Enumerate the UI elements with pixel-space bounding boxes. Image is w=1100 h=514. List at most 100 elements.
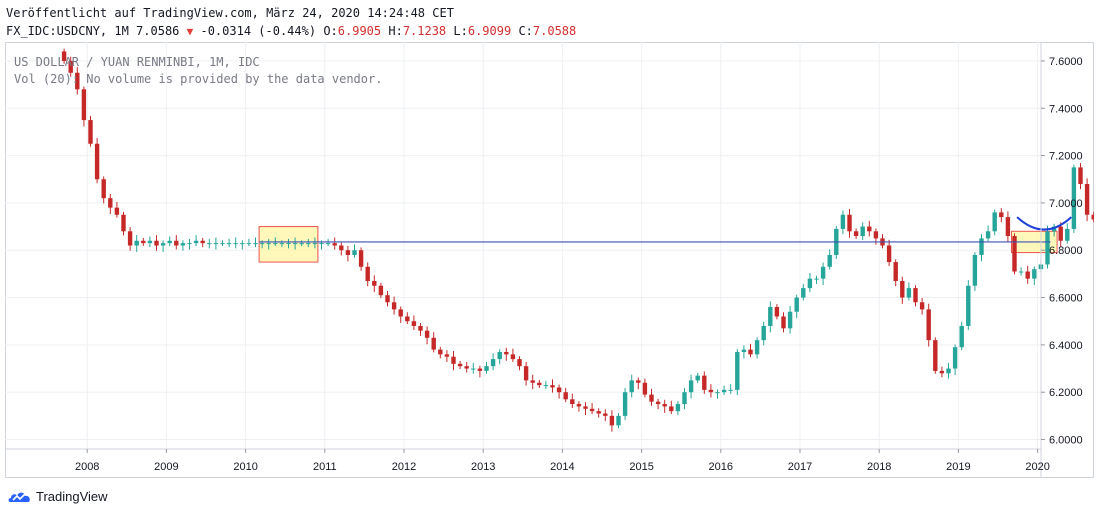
candle[interactable] [1091, 211, 1095, 223]
candle[interactable] [589, 403, 595, 414]
candle[interactable] [985, 225, 991, 242]
candle[interactable] [550, 379, 555, 393]
candle[interactable] [167, 236, 172, 246]
candle[interactable] [490, 353, 496, 371]
candle[interactable] [748, 343, 753, 358]
candle[interactable] [787, 306, 793, 334]
candle[interactable] [807, 272, 813, 293]
candle[interactable] [609, 410, 615, 432]
candle[interactable] [332, 237, 337, 250]
candle[interactable] [81, 86, 87, 127]
candle[interactable] [768, 301, 773, 333]
candle[interactable] [992, 209, 997, 236]
candle[interactable] [471, 362, 476, 374]
candle[interactable] [220, 240, 225, 246]
candle[interactable] [405, 312, 410, 325]
candle[interactable] [61, 48, 67, 64]
candle[interactable] [464, 361, 469, 373]
candle[interactable] [715, 389, 720, 399]
candle[interactable] [504, 347, 509, 361]
candle[interactable] [358, 247, 364, 271]
candle[interactable] [774, 304, 780, 320]
candle[interactable] [147, 236, 153, 248]
candle[interactable] [840, 210, 846, 235]
candle[interactable] [847, 209, 852, 238]
candle[interactable] [444, 350, 450, 362]
candle[interactable] [233, 237, 238, 249]
candle[interactable] [174, 235, 179, 250]
candle[interactable] [193, 235, 199, 246]
candle[interactable] [418, 323, 423, 336]
candle[interactable] [926, 303, 931, 347]
tradingview-brand[interactable]: TradingView [36, 488, 108, 504]
candle[interactable] [68, 56, 73, 77]
candle[interactable] [979, 234, 984, 262]
candle[interactable] [94, 138, 100, 184]
candle[interactable] [688, 374, 694, 399]
candle[interactable] [880, 234, 885, 249]
candle[interactable] [240, 240, 245, 250]
candle[interactable] [959, 321, 964, 351]
candle[interactable] [246, 238, 252, 246]
candle[interactable] [636, 377, 641, 390]
candle[interactable] [438, 346, 443, 359]
candle[interactable] [266, 238, 271, 250]
candle[interactable] [154, 235, 159, 251]
candle[interactable] [622, 387, 628, 420]
candle[interactable] [1084, 178, 1090, 222]
candle[interactable] [913, 285, 918, 307]
candle[interactable] [537, 379, 542, 388]
candle[interactable] [1065, 223, 1070, 244]
candle[interactable] [649, 388, 654, 406]
candle[interactable] [75, 67, 80, 95]
candle[interactable] [669, 400, 674, 414]
price-chart[interactable]: 7.6000 7.4000 7.2000 7.0000 6.8000 6.6000 6.40… [5, 42, 1094, 478]
candle[interactable] [893, 259, 898, 287]
candle[interactable] [1032, 266, 1037, 286]
candle[interactable] [312, 237, 318, 249]
candle[interactable] [708, 384, 714, 398]
candle[interactable] [292, 237, 298, 250]
candle[interactable] [345, 245, 351, 262]
candle[interactable] [972, 252, 978, 291]
candle[interactable] [530, 374, 535, 390]
candle[interactable] [900, 276, 905, 304]
candle[interactable] [121, 211, 126, 236]
candle[interactable] [226, 238, 232, 248]
candle[interactable] [1058, 222, 1063, 248]
candle[interactable] [424, 326, 430, 345]
candle[interactable] [721, 385, 727, 396]
candle[interactable] [484, 361, 489, 374]
candle[interactable] [801, 283, 806, 301]
candle[interactable] [88, 115, 93, 147]
candle[interactable] [200, 237, 205, 248]
candle[interactable] [682, 387, 687, 410]
candle[interactable] [457, 360, 463, 370]
candle[interactable] [853, 228, 859, 239]
candle[interactable] [372, 275, 377, 293]
candle[interactable] [1012, 233, 1017, 275]
candle[interactable] [999, 208, 1004, 223]
candle[interactable] [556, 384, 562, 399]
candle[interactable] [497, 349, 502, 365]
candle[interactable] [1045, 225, 1050, 269]
footer[interactable]: TradingView [8, 486, 108, 506]
candle[interactable] [735, 349, 740, 396]
candle[interactable] [867, 220, 872, 237]
candle[interactable] [477, 365, 483, 378]
candle[interactable] [1078, 163, 1083, 190]
candle[interactable] [603, 409, 608, 422]
candle[interactable] [596, 408, 601, 418]
candle[interactable] [563, 387, 568, 403]
candle[interactable] [827, 249, 832, 270]
candle[interactable] [629, 374, 634, 398]
candle[interactable] [655, 398, 661, 410]
candle[interactable] [695, 372, 700, 384]
candle[interactable] [213, 237, 219, 250]
candle[interactable] [952, 344, 958, 375]
candle[interactable] [510, 348, 516, 362]
candle[interactable] [1005, 211, 1011, 243]
candle[interactable] [160, 240, 166, 252]
candle[interactable] [114, 201, 120, 218]
candle[interactable] [141, 237, 146, 246]
